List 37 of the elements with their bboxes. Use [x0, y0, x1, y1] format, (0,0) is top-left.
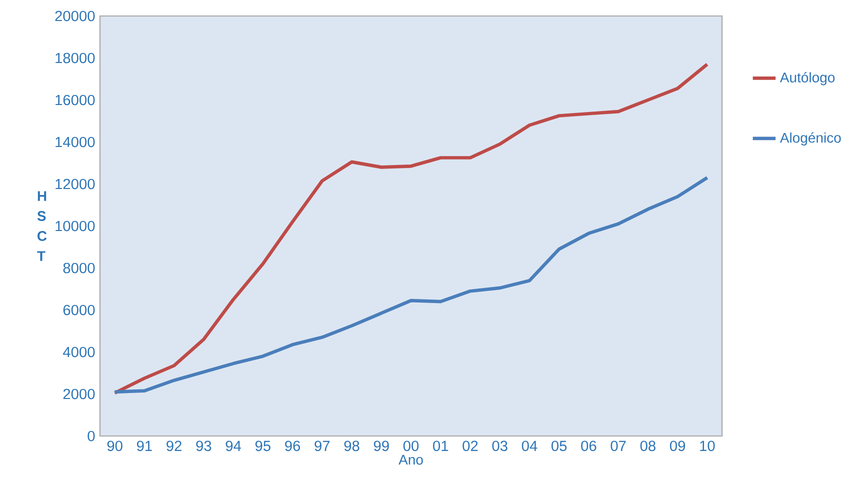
- legend-label: Autólogo: [780, 72, 835, 86]
- x-tick-label: 92: [166, 440, 182, 452]
- x-tick-label: 90: [107, 440, 122, 452]
- y-tick-label: 2000: [63, 388, 95, 400]
- y-tick-label: 12000: [56, 178, 95, 190]
- x-tick-label: 01: [433, 440, 448, 452]
- x-tick-label: 03: [492, 440, 508, 452]
- y-tick-label: 8000: [63, 262, 95, 274]
- line-series: [113, 62, 709, 395]
- x-tick-label: 05: [552, 440, 567, 452]
- y-tick-label: 6000: [63, 304, 95, 316]
- y-tick-label: 4000: [63, 346, 95, 358]
- x-tick-label: 08: [640, 440, 656, 452]
- x-tick-label: 99: [374, 440, 389, 452]
- x-tick-label: 07: [610, 440, 626, 452]
- x-tick-label: 10: [700, 440, 715, 452]
- x-tick-label: 95: [255, 440, 270, 452]
- y-tick-label: 20000: [55, 10, 95, 22]
- y-tick-label: 10000: [56, 220, 95, 232]
- x-tick-label: 94: [226, 440, 242, 452]
- y-axis-title: H S C T: [37, 191, 47, 261]
- y-tick-label: 0: [88, 430, 95, 442]
- x-tick-label: 91: [136, 440, 152, 452]
- y-tick-label: 14000: [56, 136, 95, 148]
- x-tick-label: 93: [196, 440, 212, 452]
- x-tick-label: 09: [670, 440, 686, 452]
- x-tick-label: 00: [403, 440, 419, 452]
- x-axis-title: Ano: [398, 454, 423, 465]
- x-tick-label: 98: [344, 440, 360, 452]
- x-tick-label: 02: [462, 440, 478, 452]
- x-tick-label: 04: [522, 440, 538, 452]
- x-tick-label: 97: [314, 440, 330, 452]
- legend-label: Alogénico: [780, 132, 841, 146]
- y-tick-label: 18000: [56, 52, 95, 64]
- x-tick-label: 96: [285, 440, 300, 452]
- y-tick-label: 16000: [56, 94, 95, 106]
- x-tick-label: 06: [581, 440, 596, 452]
